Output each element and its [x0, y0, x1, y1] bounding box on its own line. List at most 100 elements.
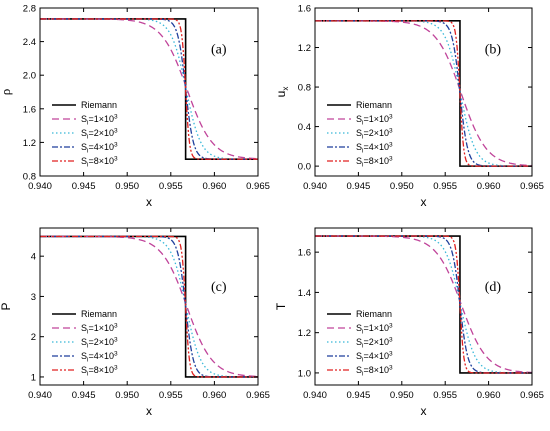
- x-tick-label: 0.945: [72, 390, 96, 401]
- legend-entry: Riemann: [356, 100, 392, 110]
- y-tick-label: 1.6: [298, 4, 311, 15]
- x-axis-label: x: [146, 404, 152, 418]
- x-tick-label: 0.965: [246, 390, 270, 401]
- y-tick-label: 1.4: [298, 288, 311, 299]
- x-tick-label: 0.955: [433, 390, 457, 401]
- y-tick-label: 2.8: [23, 4, 36, 15]
- y-tick-label: 1.6: [298, 248, 311, 259]
- legend-entry: Riemann: [356, 309, 392, 319]
- legend-entry: Si=8×103: [356, 156, 393, 169]
- y-tick-label: 0.8: [298, 83, 311, 94]
- legend-entry: Si=4×103: [356, 142, 393, 155]
- plot-frame: [39, 7, 259, 177]
- x-tick-label: 0.955: [159, 390, 183, 401]
- x-tick-label: 0.940: [303, 181, 327, 192]
- x-tick-label: 0.950: [390, 181, 414, 192]
- series-group: [40, 18, 258, 160]
- x-tick-label: 0.945: [72, 181, 96, 192]
- y-axis-label: T: [274, 302, 288, 310]
- y-tick-label: 3: [31, 292, 36, 303]
- series-line-0: [315, 235, 532, 374]
- x-tick-label: 0.940: [28, 181, 52, 192]
- panel-a: 0.940 0.945 0.950 0.955 0.960 0.965 0.8 1.2 1.6 2…: [0, 4, 270, 210]
- series-line-4: [315, 235, 532, 374]
- legend-entry: Si=1×103: [356, 114, 393, 127]
- legend-entry: Si=4×103: [81, 142, 118, 155]
- y-tick-label: 0.0: [298, 162, 311, 173]
- series-group: [315, 235, 532, 374]
- legend-entry: Si=8×103: [356, 365, 393, 378]
- panel-b: 0.940 0.945 0.950 0.955 0.960 0.965 0.0 0.4 0.8 1…: [274, 4, 544, 210]
- legend-entry: Si=1×103: [81, 323, 118, 336]
- x-tick-label: 0.965: [520, 181, 544, 192]
- panel-c: 0.940 0.945 0.950 0.955 0.960 0.965 1 2 3 4 x P (c) R…: [0, 227, 270, 418]
- series-line-4: [315, 20, 532, 167]
- y-axis-label: ρ: [0, 89, 13, 96]
- series-line-3: [315, 235, 532, 374]
- x-tick-label: 0.950: [390, 390, 414, 401]
- y-tick-label: 1.2: [298, 328, 311, 339]
- legend-entry: Si=1×103: [356, 323, 393, 336]
- legend-entry: Si=1×103: [81, 114, 118, 127]
- x-tick-label: 0.960: [203, 390, 227, 401]
- legend-entry: Si=8×103: [81, 156, 118, 169]
- y-tick-label: 1.2: [298, 43, 311, 54]
- y-tick-label: 0.4: [298, 122, 311, 133]
- x-tick-label: 0.940: [303, 390, 327, 401]
- panel-label: (d): [485, 280, 502, 295]
- x-tick-label: 0.945: [347, 181, 371, 192]
- legend-entry: Si=8×103: [81, 365, 118, 378]
- y-tick-label: 2: [31, 332, 36, 343]
- series-line-1: [40, 18, 258, 160]
- panel-label: (a): [211, 42, 227, 57]
- plot-frame: [39, 227, 259, 386]
- legend-entry: Si=2×103: [356, 128, 393, 141]
- legend-entry: Riemann: [81, 309, 117, 319]
- series-group: [315, 20, 532, 167]
- series-line-4: [40, 235, 258, 378]
- x-tick-label: 0.955: [159, 181, 183, 192]
- x-tick-label: 0.950: [115, 390, 139, 401]
- x-tick-label: 0.960: [477, 390, 501, 401]
- y-axis-label: P: [0, 302, 13, 310]
- y-tick-label: 1.6: [23, 104, 36, 115]
- y-axis-label: ux: [274, 87, 290, 98]
- series-line-1: [315, 235, 532, 374]
- plot-frame: [314, 7, 533, 177]
- y-tick-label: 4: [31, 252, 36, 263]
- series-line-4: [40, 18, 258, 160]
- x-tick-label: 0.965: [520, 390, 544, 401]
- series-line-0: [40, 18, 258, 160]
- series-line-3: [40, 18, 258, 160]
- legend-entry: Si=2×103: [356, 337, 393, 350]
- x-tick-label: 0.960: [203, 181, 227, 192]
- series-group: [40, 235, 258, 378]
- y-tick-label: 2.0: [23, 71, 36, 82]
- legend-entry: Si=2×103: [81, 337, 118, 350]
- x-tick-label: 0.945: [347, 390, 371, 401]
- series-line-2: [40, 18, 258, 160]
- x-axis-label: x: [421, 404, 427, 418]
- legend-entry: Si=4×103: [356, 351, 393, 364]
- x-tick-label: 0.950: [115, 181, 139, 192]
- y-tick-label: 2.4: [23, 37, 36, 48]
- y-tick-label: 1.0: [298, 368, 311, 379]
- plot-frame: [314, 227, 533, 386]
- y-tick-label: 1: [31, 372, 36, 383]
- y-axis-label-sub: x: [281, 87, 290, 91]
- panel-label: (c): [211, 280, 227, 295]
- x-axis-label: x: [146, 195, 152, 209]
- x-axis-label: x: [421, 195, 427, 209]
- x-tick-label: 0.940: [28, 390, 52, 401]
- legend-entry: Riemann: [81, 100, 117, 110]
- y-tick-label: 1.2: [23, 138, 36, 149]
- x-tick-label: 0.955: [433, 181, 457, 192]
- series-line-2: [315, 235, 532, 374]
- panel-d: 0.940 0.945 0.950 0.955 0.960 0.965 1.0 1.2 1.4 1…: [274, 227, 544, 418]
- legend-entry: Si=4×103: [81, 351, 118, 364]
